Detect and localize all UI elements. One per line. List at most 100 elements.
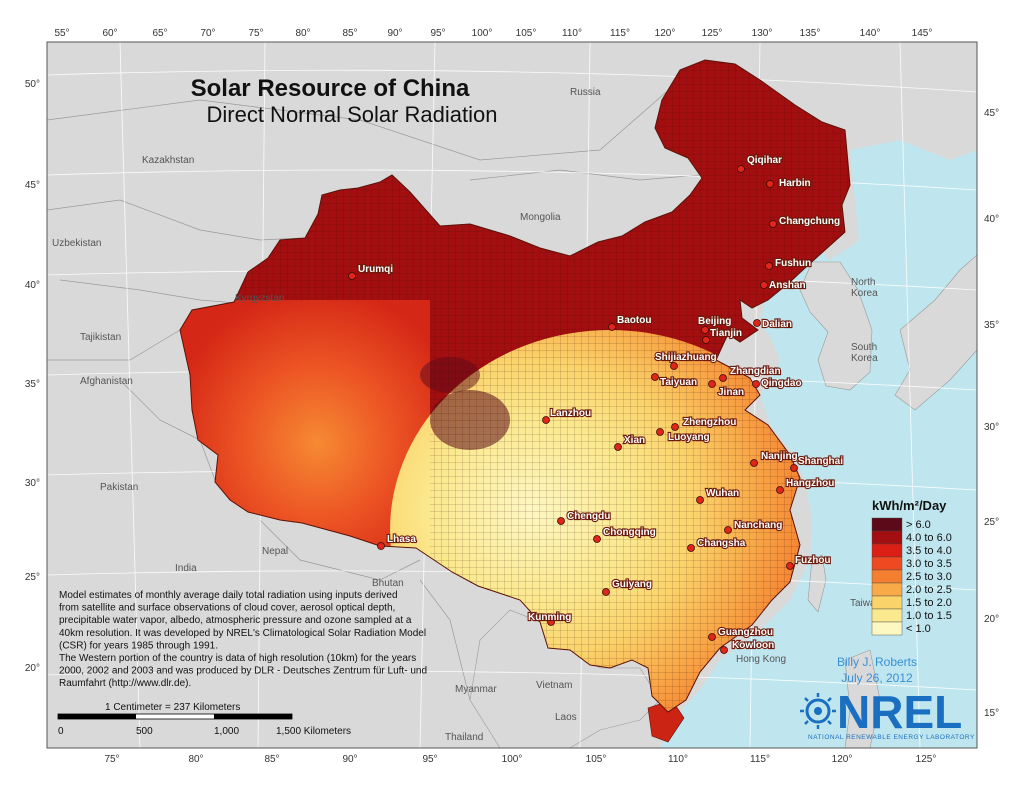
latitude-ticks-left: 50° 45° 40° 35° 30° 25° 20°: [25, 79, 40, 674]
city-dot: [542, 416, 550, 424]
lon-tick-bottom: 95°: [422, 754, 437, 765]
legend-label: 4.0 to 6.0: [906, 532, 952, 544]
scale-tick: 1,000: [214, 726, 239, 737]
city-label: Harbin: [779, 178, 811, 189]
lat-tick-left: 30°: [25, 478, 40, 489]
city-label: Luoyang: [668, 432, 710, 443]
country-label: Mongolia: [520, 212, 561, 223]
nrel-sunburst-icon: [800, 693, 836, 729]
city-dot: [776, 486, 784, 494]
scale-tick: 500: [136, 726, 153, 737]
city-dot: [656, 428, 664, 436]
city-label: Wuhan: [706, 488, 739, 499]
city-label: Nanchang: [734, 520, 782, 531]
country-label: Tajikistan: [80, 332, 121, 343]
city-dot: [348, 272, 356, 280]
japan: [894, 254, 977, 411]
lon-tick-top: 125°: [702, 28, 723, 39]
country-label: Bhutan: [372, 578, 404, 589]
korea-peninsula: [799, 261, 873, 391]
legend-label: > 6.0: [906, 519, 931, 531]
legend-swatch: [871, 556, 903, 571]
legend-label: 1.0 to 1.5: [906, 610, 952, 622]
country-label: India: [175, 563, 197, 574]
lat-tick-left: 40°: [25, 280, 40, 291]
legend-swatch: [871, 569, 903, 584]
scale-bar-seg-3: [214, 714, 292, 719]
country-label: South Korea: [851, 342, 878, 364]
city-label: Anshan: [769, 280, 806, 291]
scale-bar: 1 Centimeter = 237 Kilometers 0 500 1,000 1…: [57, 702, 351, 737]
map-title: Solar Resource of China: [191, 75, 470, 102]
city-label: Jinan: [718, 387, 744, 398]
city-label: Guiyang: [612, 579, 652, 590]
lon-tick-top: 135°: [800, 28, 821, 39]
city-label: Xian: [624, 435, 645, 446]
legend-title: kWh/m²/Day: [872, 498, 947, 513]
philippines: [844, 649, 881, 748]
lat-tick-right: 20°: [984, 614, 999, 625]
lon-tick-top: 145°: [912, 28, 933, 39]
lon-tick-top: 95°: [430, 28, 445, 39]
lon-tick-top: 120°: [655, 28, 676, 39]
longitude-ticks-bottom: 75° 80° 85° 90° 95° 100° 105° 110° 115° 120° 125°: [104, 754, 936, 765]
author-name: Billy J. Roberts: [837, 655, 917, 669]
city-markers: Qiqihar Harbin Changchung Fushun Anshan Dalia…: [348, 154, 844, 654]
lon-tick-top: 105°: [516, 28, 537, 39]
lon-tick-top: 90°: [387, 28, 402, 39]
legend-swatch: [871, 595, 903, 610]
city-dot: [765, 262, 773, 270]
country-label: Nepal: [262, 546, 288, 557]
city-dot: [724, 526, 732, 534]
country-label: Afghanistan: [80, 376, 133, 387]
city-label: Fushun: [775, 258, 811, 269]
notes: Model estimates of monthly average daily…: [59, 590, 427, 689]
city-dot: [708, 633, 716, 641]
lon-tick-top: 85°: [342, 28, 357, 39]
city-dot: [769, 220, 777, 228]
legend-label: 3.5 to 4.0: [906, 545, 952, 557]
country-label: Russia: [570, 87, 601, 98]
scale-tick: 0: [58, 726, 64, 737]
city-label: Beijing: [698, 316, 731, 327]
lat-tick-right: 25°: [984, 517, 999, 528]
city-label: Guangzhou: [718, 627, 773, 638]
city-dot: [752, 380, 760, 388]
city-dot: [696, 496, 704, 504]
scale-tick: 1,500 Kilometers: [276, 726, 351, 737]
city-dot: [671, 423, 679, 431]
japan-sea: [850, 140, 977, 290]
lon-tick-bottom: 85°: [264, 754, 279, 765]
city-dot: [750, 459, 758, 467]
city-label: Kunming: [528, 612, 571, 623]
legend-swatch: [871, 530, 903, 545]
southeast-asia: [469, 609, 661, 748]
lat-tick-right: 40°: [984, 214, 999, 225]
city-label: Qiqihar: [747, 155, 782, 166]
legend-label: 3.0 to 3.5: [906, 558, 952, 570]
legend-label: 1.5 to 2.0: [906, 597, 952, 609]
city-label: Lhasa: [387, 534, 416, 545]
lon-tick-top: 65°: [152, 28, 167, 39]
legend-swatch: [871, 517, 903, 532]
nrel-subtitle: NATIONAL RENEWABLE ENERGY LABORATORY: [808, 734, 975, 741]
legend-label: 2.0 to 2.5: [906, 584, 952, 596]
lon-tick-top: 115°: [610, 28, 630, 39]
lon-tick-top: 100°: [472, 28, 493, 39]
lat-tick-right: 35°: [984, 320, 999, 331]
city-dot: [670, 362, 678, 370]
lon-tick-bottom: 125°: [916, 754, 937, 765]
city-label: Chengdu: [567, 511, 610, 522]
lat-tick-left: 25°: [25, 572, 40, 583]
longitude-ticks-top: 55° 60° 65° 70° 75° 80° 85° 90° 95° 100° 105° 110° 1…: [54, 28, 932, 39]
lon-tick-bottom: 115°: [750, 754, 770, 765]
china-outline: [179, 59, 851, 713]
lon-tick-bottom: 100°: [502, 754, 523, 765]
lat-tick-left: 20°: [25, 663, 40, 674]
legend-swatch: [871, 608, 903, 623]
city-dot: [790, 464, 798, 472]
note-line: 2000, 2002 and 2003 and was produced by …: [59, 666, 427, 677]
country-label: Hong Kong: [736, 654, 786, 665]
city-label: Kowloon: [732, 640, 774, 651]
lon-tick-top: 75°: [248, 28, 263, 39]
